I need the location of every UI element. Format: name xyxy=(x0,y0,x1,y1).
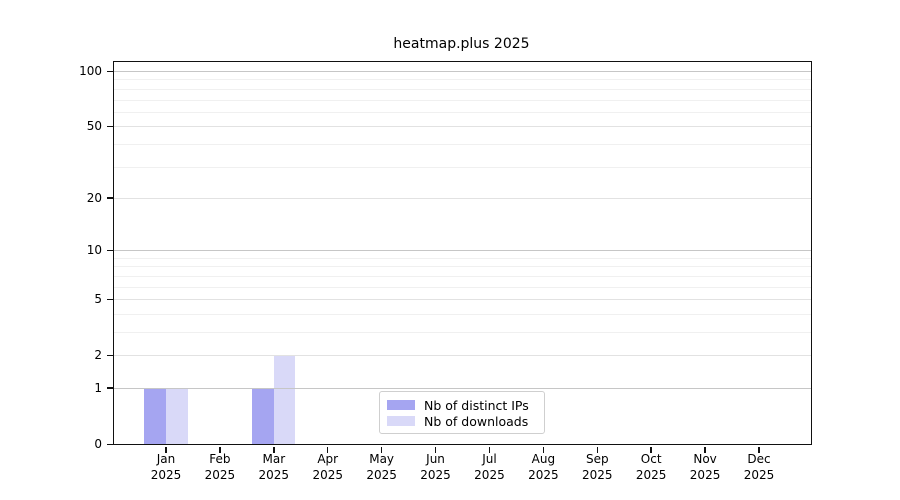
x-axis-tick-label: Jan 2025 xyxy=(136,451,196,483)
x-axis-tick-label: Aug 2025 xyxy=(513,451,573,483)
legend-item-distinct-ips: Nb of distinct IPs xyxy=(387,397,536,413)
gridline-minor xyxy=(114,111,811,113)
x-axis-tick xyxy=(273,447,275,453)
y-axis-tick xyxy=(107,387,113,389)
x-axis-tick-label-year: 2025 xyxy=(743,468,775,482)
x-axis-tick xyxy=(596,447,599,453)
y-axis-tick xyxy=(107,298,113,301)
legend-swatch-distinct-ips xyxy=(387,400,415,410)
legend-label-downloads: Nb of downloads xyxy=(424,413,529,429)
y-axis-tick xyxy=(107,249,113,252)
y-axis-tick xyxy=(107,70,113,73)
y-axis-tick-label: 0 xyxy=(94,437,102,451)
x-axis-tick-label: Mar 2025 xyxy=(244,451,304,483)
plot-area: 0 1 2 5 10 20 50 100 Jan 2025 Feb 2025 Mar 2025 Apr 202… xyxy=(79,61,812,482)
gridline-minor xyxy=(114,143,811,145)
gridline-major xyxy=(114,355,811,357)
gridline-minor xyxy=(114,99,811,101)
chart-title: heatmap.plus 2025 xyxy=(393,36,530,52)
x-axis-tick-label-year: 2025 xyxy=(312,468,343,482)
x-axis-tick-label-year: 2025 xyxy=(150,468,182,482)
legend-swatch-downloads xyxy=(387,416,415,426)
gridline-minor xyxy=(114,331,811,333)
x-axis-tick-label-year: 2025 xyxy=(420,468,451,482)
x-axis-tick xyxy=(380,447,383,453)
y-axis-tick-label: 1 xyxy=(94,380,102,395)
x-axis-tick-label-month: May xyxy=(369,452,395,466)
legend-item-downloads: Nb of downloads xyxy=(387,413,536,429)
x-axis-tick xyxy=(758,447,760,453)
y-axis-tick-label: 10 xyxy=(86,243,102,258)
gridline-minor xyxy=(114,166,811,168)
x-axis-tick xyxy=(165,447,167,453)
x-axis-tick-label-month: Jun xyxy=(426,452,445,466)
bar-distinct-ips xyxy=(252,387,274,444)
x-axis-tick-label-month: Sep xyxy=(585,452,609,466)
x-axis-tick xyxy=(704,447,706,453)
y-axis-tick xyxy=(107,197,113,199)
gridline-major xyxy=(114,126,811,128)
gridline-minor xyxy=(114,79,811,81)
x-axis-tick-label-month: Oct xyxy=(640,452,662,466)
y-axis-tick-label: 2 xyxy=(94,348,102,363)
gridline-major xyxy=(114,250,811,252)
x-axis-tick-label-year: 2025 xyxy=(258,468,290,482)
x-axis-tick-label-month: Jul xyxy=(482,452,497,466)
x-axis-tick-label-year: 2025 xyxy=(689,468,721,482)
x-axis-tick-label-month: Feb xyxy=(209,452,231,466)
x-axis-tick-label-year: 2025 xyxy=(528,468,559,482)
x-axis-tick xyxy=(650,447,652,453)
gridline-minor xyxy=(114,286,811,288)
x-axis-tick-label: Dec 2025 xyxy=(729,451,789,483)
x-axis-tick-label-month: Apr xyxy=(317,452,339,466)
x-axis-tick-label-year: 2025 xyxy=(204,468,236,482)
x-axis-tick-label: May 2025 xyxy=(352,451,412,483)
bar-distinct-ips xyxy=(144,387,166,444)
legend: Nb of distinct IPs Nb of downloads xyxy=(379,391,545,434)
y-axis-tick-label: 20 xyxy=(86,190,102,205)
y-axis-tick xyxy=(107,125,113,128)
bar-downloads xyxy=(273,355,296,444)
y-axis-tick-label: 100 xyxy=(79,64,102,79)
y-axis-tick-label: 50 xyxy=(86,119,102,134)
x-axis-tick-label-month: Dec xyxy=(747,452,771,466)
x-axis-tick-label: Apr 2025 xyxy=(298,451,358,483)
gridline-minor xyxy=(114,313,811,315)
x-axis-tick-label-year: 2025 xyxy=(474,468,505,482)
legend-label-distinct-ips: Nb of distinct IPs xyxy=(424,397,529,413)
gridline-major xyxy=(114,299,811,301)
gridline-minor xyxy=(114,266,811,268)
x-axis-tick-label-month: Nov xyxy=(693,452,717,466)
x-axis-tick xyxy=(488,447,491,453)
x-axis-tick-label-year: 2025 xyxy=(635,468,667,482)
x-axis-tick-label: Sep 2025 xyxy=(567,451,627,483)
gridline-major xyxy=(114,197,811,199)
y-axis-tick xyxy=(107,443,113,445)
x-axis-tick-label-year: 2025 xyxy=(366,468,397,482)
bar-downloads xyxy=(166,387,188,444)
x-axis-tick-label: Jul 2025 xyxy=(459,451,519,483)
gridline-minor xyxy=(114,257,811,259)
x-axis-tick-label-month: Jan xyxy=(156,452,176,466)
y-axis-tick-label: 5 xyxy=(94,292,102,307)
x-axis-tick xyxy=(434,447,437,453)
x-axis-tick-label: Oct 2025 xyxy=(621,451,681,483)
x-axis-tick-label-year: 2025 xyxy=(581,468,613,482)
y-axis-tick xyxy=(107,354,113,357)
x-axis-tick xyxy=(326,447,329,453)
gridline-major xyxy=(114,71,811,73)
gridline-minor xyxy=(114,88,811,90)
gridline-minor xyxy=(114,275,811,277)
x-axis-tick-label: Nov 2025 xyxy=(675,451,735,483)
gridline-major xyxy=(114,387,811,389)
x-axis-tick-label: Jun 2025 xyxy=(406,451,466,483)
x-axis-tick-label-month: Mar xyxy=(262,452,286,466)
x-axis-tick-label-month: Aug xyxy=(531,452,556,466)
x-axis-tick xyxy=(542,447,545,453)
x-axis-tick-label: Feb 2025 xyxy=(190,451,250,483)
x-axis-tick xyxy=(219,447,221,453)
